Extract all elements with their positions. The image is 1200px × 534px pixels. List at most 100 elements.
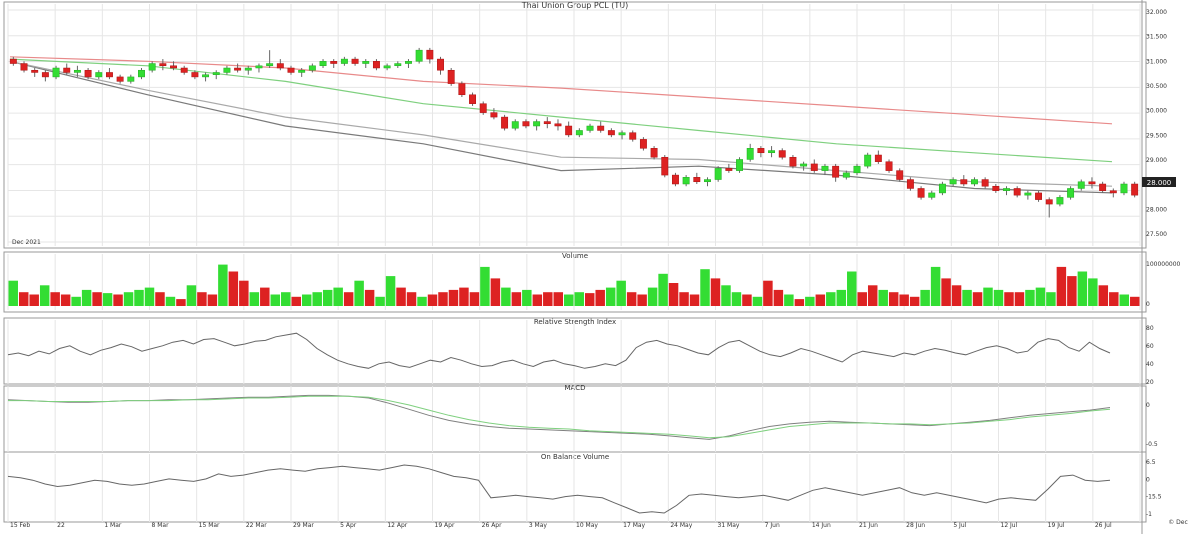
- candle-body: [693, 177, 701, 183]
- volume-bar: [448, 289, 459, 306]
- date-tick-label: 22 Mar: [246, 522, 267, 529]
- candle-body: [1045, 199, 1053, 205]
- volume-bar: [18, 292, 29, 306]
- volume-bar: [427, 294, 438, 306]
- rsi-tick-label: 80: [1146, 325, 1154, 332]
- volume-bar: [888, 292, 899, 306]
- candle-body: [575, 130, 583, 136]
- price-tick-label: 28.000: [1146, 206, 1167, 213]
- volume-bar: [1004, 292, 1014, 306]
- date-tick-label: 5 Apr: [340, 522, 357, 529]
- candle-body: [351, 58, 359, 64]
- macd-axis: 0 -0.5: [1146, 402, 1158, 448]
- price-tick-label: 31.500: [1146, 34, 1167, 41]
- date-tick-label: 7 Jun: [765, 522, 780, 529]
- last-price-tag-bg: [1142, 177, 1176, 187]
- candle-body: [127, 76, 135, 82]
- volume-bar: [375, 296, 385, 306]
- moving-average-line: [9, 60, 1113, 194]
- date-tick-label: 12 Jul: [1001, 522, 1018, 529]
- volume-bar: [469, 292, 480, 306]
- obv-tick-label: 0: [1146, 476, 1150, 483]
- candle-body: [1077, 181, 1085, 189]
- candle-body: [84, 69, 92, 78]
- volume-bar: [480, 266, 490, 306]
- volume-bar: [637, 294, 647, 306]
- candle-body: [490, 112, 498, 118]
- volume-panel-title: Volume: [562, 252, 588, 260]
- volume-bar: [605, 287, 616, 306]
- candle-body: [1013, 188, 1021, 196]
- volume-bar: [847, 271, 857, 306]
- obv-panel-title: On Balance Volume: [541, 453, 609, 461]
- volume-bar: [29, 294, 39, 306]
- volume-bar: [102, 293, 113, 306]
- volume-bar: [574, 292, 584, 306]
- volume-bar: [1014, 292, 1025, 306]
- obv-line: [7, 464, 1111, 514]
- candle-body: [554, 123, 562, 127]
- volume-bar: [343, 292, 354, 306]
- candlesticks: [9, 47, 1139, 218]
- volume-bar: [1046, 292, 1056, 306]
- candle-body: [511, 121, 519, 129]
- volume-tick-label: 0: [1146, 301, 1150, 308]
- moving-average-line: [9, 58, 1113, 163]
- volume-bar: [144, 287, 155, 306]
- candle-body: [426, 49, 434, 60]
- candle-body: [981, 179, 989, 187]
- volume-bar: [721, 285, 731, 306]
- candle-body: [447, 69, 455, 84]
- candle-body: [394, 63, 402, 67]
- macd-tick-label: -0.5: [1146, 441, 1158, 448]
- candle-body: [255, 65, 263, 69]
- candle-body: [896, 170, 904, 180]
- rsi-series-line: [7, 332, 1111, 369]
- volume-bar: [857, 292, 867, 306]
- obv-tick-label: -15.5: [1146, 494, 1162, 501]
- candle-body: [244, 67, 252, 71]
- rsi-panel-title: Relative Strength Index: [534, 318, 616, 326]
- volume-bar: [218, 264, 228, 306]
- volume-bar: [50, 292, 60, 306]
- candle-body: [31, 69, 39, 73]
- volume-bar: [1098, 285, 1109, 306]
- date-tick-label: 29 Mar: [293, 522, 314, 529]
- rsi-tick-label: 60: [1146, 343, 1154, 350]
- candle-body: [917, 188, 925, 198]
- volume-bar: [249, 292, 260, 306]
- panel-frame-4: [3, 451, 1147, 523]
- volume-bar: [584, 293, 595, 306]
- candle-body: [960, 179, 968, 185]
- volume-bar: [731, 292, 742, 306]
- candle-body: [1099, 183, 1107, 191]
- volume-bar: [60, 294, 71, 306]
- date-tick-label: 8 Mar: [152, 522, 170, 529]
- volume-bar: [1088, 278, 1098, 306]
- candle-body: [671, 174, 679, 185]
- candle-body: [853, 165, 861, 174]
- volume-bar: [983, 287, 993, 306]
- obv-tick-label: 6.5: [1146, 459, 1156, 466]
- macd-series-line: [8, 395, 1111, 439]
- candle-body: [191, 72, 199, 78]
- date-tick-label: 28 Jun: [906, 522, 925, 529]
- volume-bar: [742, 294, 752, 306]
- rsi-grid: [7, 320, 1141, 384]
- volume-bar: [155, 292, 165, 306]
- candle-body: [9, 58, 17, 64]
- candle-body: [586, 125, 594, 131]
- volume-bars: [8, 264, 1140, 306]
- moving-average-line: [9, 60, 1113, 187]
- candle-body: [308, 65, 316, 71]
- obv-tick-label: -1: [1146, 511, 1152, 518]
- volume-bar: [878, 289, 888, 306]
- candle-body: [533, 121, 541, 127]
- price-footer-label: Dec 2021: [12, 239, 41, 246]
- candle-body: [682, 177, 690, 185]
- macd-lines: [7, 394, 1111, 440]
- volume-bar: [186, 285, 197, 306]
- volume-bar: [417, 296, 427, 306]
- panel-frame-1: [3, 251, 1147, 313]
